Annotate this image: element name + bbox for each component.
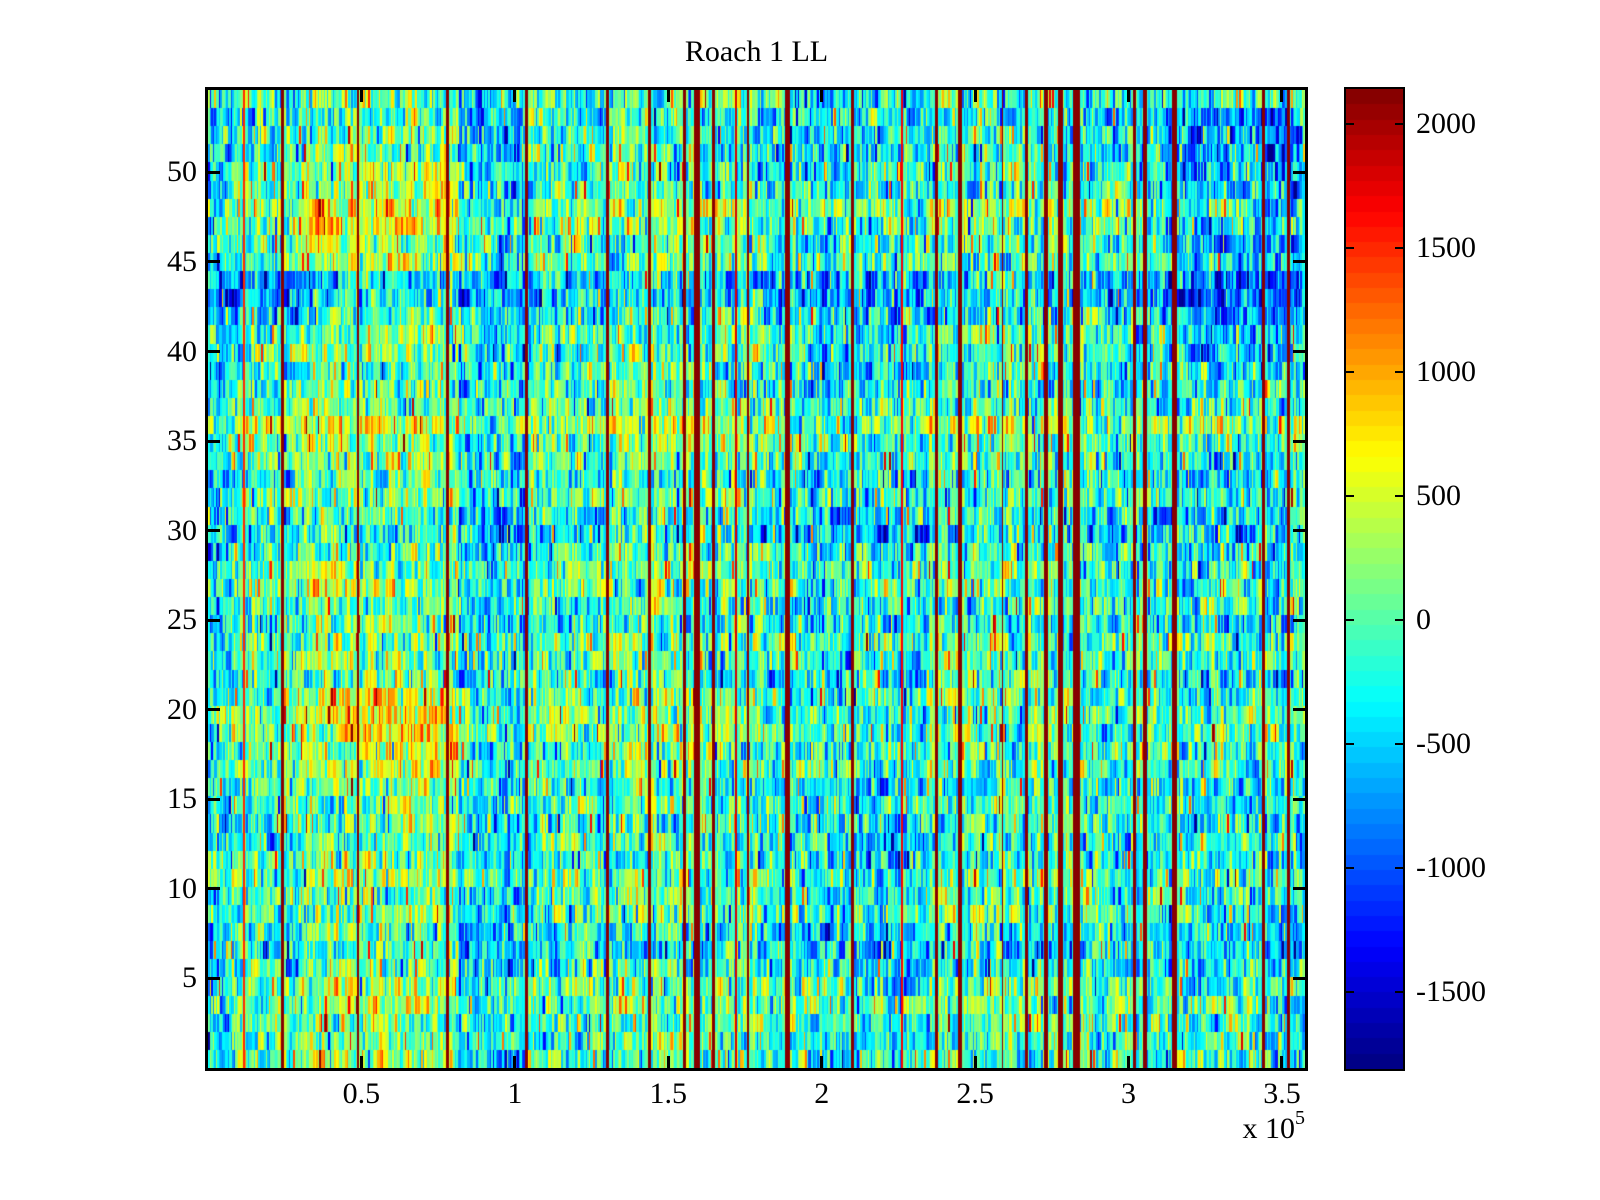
y-tick-mark [208, 618, 220, 622]
x-tick-mark [1280, 1056, 1284, 1068]
y-tick-mark [208, 976, 220, 980]
colorbar-tick-mark-right [1395, 991, 1403, 994]
x-tick-label: 2.5 [956, 1077, 994, 1110]
y-tick-mark-right [1293, 350, 1305, 354]
colorbar-tick-mark [1346, 991, 1354, 994]
y-tick-mark [208, 797, 220, 801]
colorbar-tick-mark [1346, 494, 1354, 497]
x-tick-mark-top [359, 90, 363, 102]
heatmap-canvas [208, 90, 1305, 1068]
x-axis-exponent-label: x 105 [1105, 1107, 1306, 1149]
x-tick-label: 1 [507, 1077, 523, 1110]
y-axis-tick-labels: 5 10 15 20 25 30 35 40 45 50 [0, 90, 197, 1068]
y-tick-label: 30 [167, 513, 197, 547]
y-tick-mark [208, 350, 220, 354]
y-tick-mark [208, 708, 220, 712]
x-tick-mark [513, 1056, 517, 1068]
colorbar-tick-mark [1346, 742, 1354, 745]
y-tick-mark-right [1293, 708, 1305, 712]
x-tick-label: 0.5 [342, 1077, 381, 1110]
x-tick-mark-top [973, 90, 977, 102]
x-tick-mark-top [513, 90, 517, 102]
x-tick-label: 1.5 [649, 1077, 688, 1110]
x-tick-mark-top [1127, 90, 1131, 102]
colorbar-tick-mark [1346, 246, 1354, 249]
colorbar-tick-mark-right [1395, 370, 1403, 373]
colorbar-tick-mark [1346, 370, 1354, 373]
y-tick-mark-right [1293, 887, 1305, 891]
colorbar-tick-label: 0 [1416, 602, 1431, 636]
colorbar [1344, 87, 1405, 1071]
y-tick-label: 15 [167, 782, 197, 816]
x-tick-mark [973, 1056, 977, 1068]
colorbar-tick-label: 1500 [1416, 230, 1476, 264]
y-tick-mark-right [1293, 439, 1305, 443]
colorbar-tick-mark [1346, 618, 1354, 621]
y-tick-label: 50 [167, 155, 197, 189]
colorbar-tick-mark [1346, 122, 1354, 125]
y-tick-label: 35 [167, 424, 197, 458]
y-tick-mark-right [1293, 529, 1305, 533]
x-tick-mark-top [1280, 90, 1284, 102]
colorbar-tick-mark-right [1395, 618, 1403, 621]
colorbar-tick-label: -500 [1416, 726, 1471, 760]
y-tick-mark [208, 439, 220, 443]
colorbar-tick-label: -1000 [1416, 851, 1486, 885]
exponent-prefix: x 10 [1242, 1112, 1296, 1145]
x-tick-mark [359, 1056, 363, 1068]
y-tick-label: 20 [167, 692, 197, 726]
y-tick-label: 40 [167, 334, 197, 368]
y-tick-label: 10 [167, 871, 197, 905]
y-tick-label: 5 [182, 961, 197, 995]
colorbar-tick-mark [1346, 867, 1354, 870]
y-tick-mark [208, 170, 220, 174]
x-tick-mark-top [820, 90, 824, 102]
x-axis-tick-labels: 0.5 1 1.5 2 2.5 3 3.5 [208, 1078, 1305, 1114]
y-tick-mark-right [1293, 260, 1305, 264]
x-tick-mark [666, 1056, 670, 1068]
heatmap-plot-area [205, 87, 1308, 1071]
x-tick-mark-top [666, 90, 670, 102]
x-tick-mark [1127, 1056, 1131, 1068]
colorbar-tick-mark-right [1395, 742, 1403, 745]
colorbar-tick-labels: 2000 1500 1000 500 0 -500 -1000 -1500 [1416, 89, 1596, 1069]
y-tick-label: 45 [167, 244, 197, 278]
y-tick-mark [208, 529, 220, 533]
x-tick-label: 3 [1121, 1077, 1137, 1110]
y-tick-mark-right [1293, 618, 1305, 622]
colorbar-tick-mark-right [1395, 122, 1403, 125]
colorbar-tick-label: 2000 [1416, 106, 1476, 140]
y-tick-mark-right [1293, 976, 1305, 980]
x-tick-label: 3.5 [1263, 1077, 1301, 1110]
y-tick-mark [208, 260, 220, 264]
x-tick-mark [820, 1056, 824, 1068]
colorbar-tick-mark-right [1395, 246, 1403, 249]
colorbar-tick-mark-right [1395, 867, 1403, 870]
y-tick-mark-right [1293, 170, 1305, 174]
chart-title: Roach 1 LL [684, 35, 829, 68]
colorbar-tick-mark-right [1395, 494, 1403, 497]
y-tick-label: 25 [167, 603, 197, 637]
y-tick-mark [208, 887, 220, 891]
x-tick-label: 2 [814, 1077, 830, 1110]
colorbar-tick-label: 1000 [1416, 354, 1476, 388]
colorbar-tick-label: -1500 [1416, 975, 1486, 1009]
colorbar-tick-label: 500 [1416, 478, 1461, 512]
colorbar-canvas [1346, 89, 1403, 1069]
y-tick-mark-right [1293, 797, 1305, 801]
exponent-value: 5 [1295, 1107, 1305, 1129]
